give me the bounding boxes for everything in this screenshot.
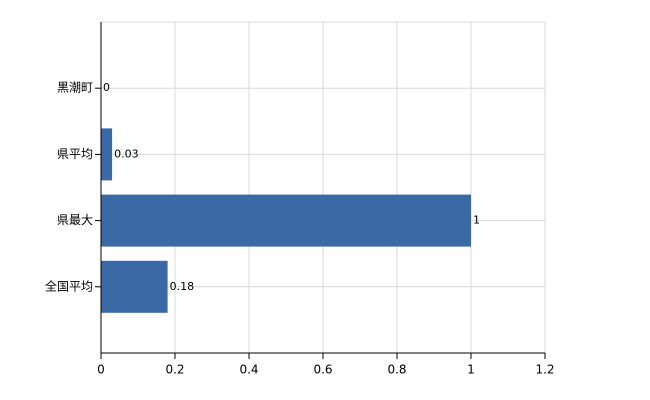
bar bbox=[101, 194, 471, 247]
x-tick-label: 0.8 bbox=[387, 363, 406, 377]
data-label: 0.18 bbox=[170, 280, 195, 293]
x-tick-label: 0.6 bbox=[313, 363, 332, 377]
x-tick-label: 0.4 bbox=[239, 363, 258, 377]
bar bbox=[101, 260, 168, 313]
x-tick-label: 1 bbox=[467, 363, 475, 377]
x-tick-label: 0.2 bbox=[165, 363, 184, 377]
y-tick-label: 県最大 bbox=[57, 213, 93, 227]
data-label: 0 bbox=[103, 81, 110, 94]
y-tick-label: 県平均 bbox=[57, 147, 93, 161]
y-tick-label: 全国平均 bbox=[45, 278, 93, 293]
bar bbox=[101, 128, 113, 181]
x-tick-label: 0 bbox=[97, 363, 105, 377]
data-label: 0.03 bbox=[114, 147, 139, 160]
y-tick-label: 黒潮町 bbox=[57, 80, 93, 95]
x-tick-label: 1.2 bbox=[535, 363, 554, 377]
data-label: 1 bbox=[473, 214, 480, 227]
